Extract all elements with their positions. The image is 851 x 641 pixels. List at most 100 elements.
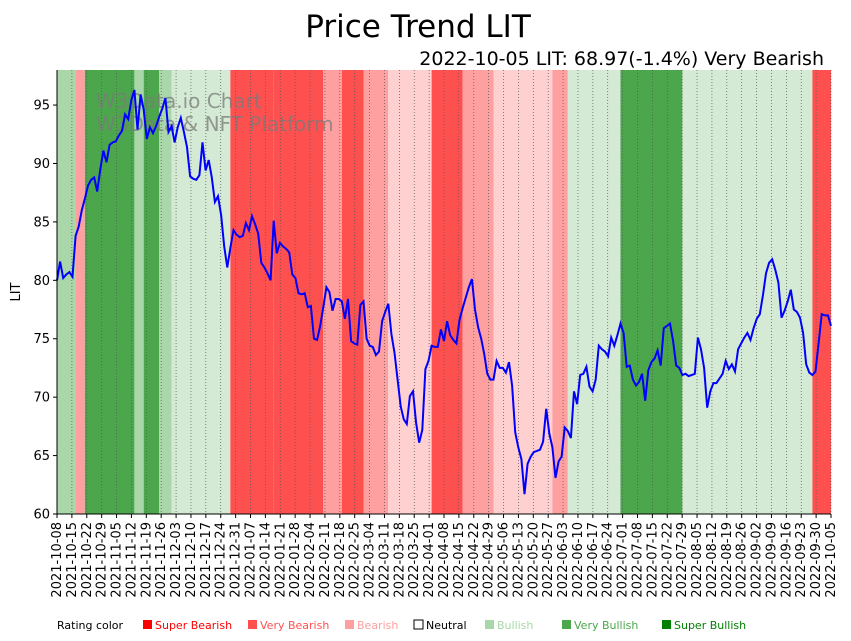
x-tick-label: 2022-09-09	[764, 522, 779, 598]
x-tick-label: 2022-05-27	[541, 522, 556, 598]
x-tick-label: 2022-03-25	[407, 522, 422, 598]
rating-band-bearish	[323, 70, 342, 514]
x-tick-label: 2021-10-08	[50, 522, 65, 598]
watermark-line-1: W3Data.io Chart	[96, 89, 262, 113]
x-tick-label: 2022-08-26	[735, 522, 750, 598]
rating-band-bullish	[159, 70, 172, 514]
x-tick-label: 2021-12-31	[229, 522, 244, 598]
legend-swatch	[662, 620, 671, 629]
x-tick-label: 2022-01-14	[258, 522, 273, 598]
x-tick-label: 2021-12-10	[184, 522, 199, 598]
x-axis-ticks: 2021-10-08 2021-10-15 2021-10-22 2021-10-29…	[50, 514, 839, 598]
legend-swatch	[413, 619, 424, 630]
x-tick-label: 2022-09-23	[794, 522, 809, 598]
rating-band-very_bullish	[620, 70, 683, 514]
x-tick-label: 2022-02-11	[318, 522, 333, 598]
x-tick-label: 2022-07-22	[660, 522, 675, 598]
y-tick-label: 95	[33, 99, 50, 114]
x-tick-label: 2022-08-19	[720, 522, 735, 598]
legend-swatch	[562, 620, 571, 629]
y-tick-label: 60	[33, 508, 50, 523]
x-tick-label: 2022-02-04	[303, 522, 318, 598]
x-tick-label: 2022-03-04	[363, 522, 378, 598]
legend-swatch	[345, 620, 354, 629]
x-tick-label: 2022-01-28	[288, 522, 303, 598]
x-tick-label: 2022-06-03	[556, 522, 571, 598]
legend-label: Bearish	[357, 619, 398, 632]
x-tick-label: 2022-09-02	[750, 522, 765, 598]
x-tick-label: 2022-04-22	[467, 522, 482, 598]
x-tick-label: 2021-11-19	[139, 522, 154, 598]
legend-swatch	[143, 620, 152, 629]
rating-band-bearish	[75, 70, 85, 514]
rating-band-bullish	[134, 70, 144, 514]
rating-band-very_bearish	[812, 70, 831, 514]
x-tick-label: 2022-07-15	[645, 522, 660, 598]
x-tick-label: 2021-11-26	[154, 522, 169, 598]
x-tick-label: 2021-10-22	[80, 522, 95, 598]
rating-band-very_bearish	[341, 70, 364, 514]
x-tick-label: 2021-12-17	[199, 522, 214, 598]
x-tick-label: 2022-06-24	[601, 522, 616, 598]
x-tick-label: 2021-12-03	[169, 522, 184, 598]
x-tick-label: 2022-05-20	[526, 522, 541, 598]
x-tick-label: 2022-07-01	[616, 522, 631, 598]
rating-band-very_bullish	[84, 70, 135, 514]
x-tick-label: 2021-10-15	[65, 522, 80, 598]
x-tick-label: 2022-05-06	[497, 522, 512, 598]
rating-band-bullish_light	[171, 70, 231, 514]
rating-band-bullish_light	[682, 70, 813, 514]
x-tick-label: 2021-10-29	[95, 522, 110, 598]
legend-label: Very Bullish	[574, 619, 638, 632]
x-tick-label: 2022-10-05	[824, 522, 839, 598]
y-axis-label: LIT	[9, 282, 24, 301]
legend-label: Very Bearish	[260, 619, 329, 632]
x-tick-label: 2022-09-16	[779, 522, 794, 598]
x-tick-label: 2022-02-18	[333, 522, 348, 598]
x-tick-label: 2022-05-13	[511, 522, 526, 598]
x-tick-label: 2022-08-12	[705, 522, 720, 598]
x-tick-label: 2022-04-08	[437, 522, 452, 598]
x-tick-label: 2022-04-01	[422, 522, 437, 598]
x-tick-label: 2022-01-07	[244, 522, 259, 598]
rating-band-bullish_light	[567, 70, 621, 514]
y-axis-ticks: 60 65 70 75 80 85 90 95	[33, 99, 57, 523]
watermark-line-2: W3Data & NFT Platform	[96, 112, 334, 136]
legend-label: Neutral	[426, 619, 467, 632]
x-tick-label: 2022-07-29	[675, 522, 690, 598]
x-tick-label: 2022-04-29	[482, 522, 497, 598]
x-tick-label: 2022-03-11	[377, 522, 392, 598]
price-line	[56, 89, 832, 495]
legend-title: Rating color	[57, 619, 124, 632]
legend-label: Super Bearish	[155, 619, 232, 632]
x-tick-label: 2022-07-08	[631, 522, 646, 598]
rating-band-very_bearish	[431, 70, 463, 514]
y-tick-label: 65	[33, 449, 50, 464]
rating-band-very_bullish	[143, 70, 160, 514]
rating-band-very_bearish	[230, 70, 274, 514]
x-tick-label: 2022-06-17	[586, 522, 601, 598]
x-tick-label: 2022-09-30	[809, 522, 824, 598]
chart-subtitle: 2022-10-05 LIT: 68.97(-1.4%) Very Bearis…	[419, 48, 824, 70]
rating-band-bullish	[57, 70, 76, 514]
legend-label: Super Bullish	[674, 619, 746, 632]
y-tick-label: 80	[33, 274, 50, 289]
vertical-grid	[56, 70, 832, 514]
x-tick-label: 2022-03-18	[392, 522, 407, 598]
y-tick-label: 90	[33, 157, 50, 172]
y-tick-label: 70	[33, 391, 50, 406]
rating-band-bearish_light	[388, 70, 432, 514]
chart-title: Price Trend LIT	[305, 9, 532, 45]
x-tick-label: 2021-12-24	[214, 522, 229, 598]
x-tick-label: 2021-11-05	[110, 522, 125, 598]
rating-band-bearish_light	[493, 70, 553, 514]
x-tick-label: 2022-02-25	[348, 522, 363, 598]
x-tick-label: 2022-06-10	[571, 522, 586, 598]
x-tick-label: 2022-01-21	[273, 522, 288, 598]
legend-swatch	[248, 620, 257, 629]
x-tick-label: 2021-11-12	[124, 522, 139, 598]
rating-band-bearish	[552, 70, 568, 514]
x-tick-label: 2022-04-15	[452, 522, 467, 598]
y-tick-label: 75	[33, 332, 50, 347]
